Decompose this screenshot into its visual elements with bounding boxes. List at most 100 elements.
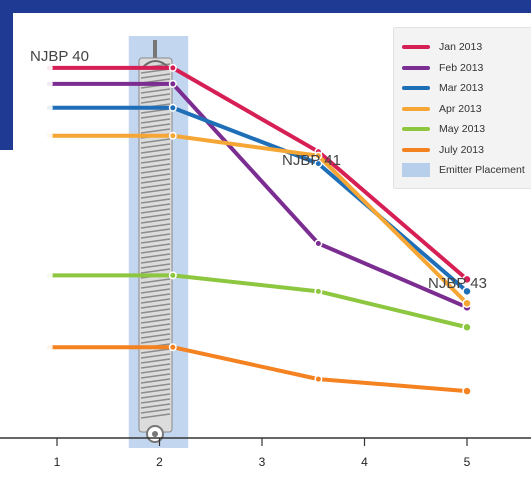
legend-label: Jan 2013	[439, 41, 483, 53]
emitter-coil-turn	[140, 288, 171, 294]
series-point-dot	[170, 81, 176, 87]
emitter-coil-turn	[140, 308, 171, 314]
series-line	[46, 133, 469, 306]
emitter-coil-turn	[140, 278, 171, 284]
emitter-coil-turn	[140, 233, 171, 239]
emitter-coil-turn	[140, 338, 171, 344]
emitter-coil-turn	[140, 313, 171, 319]
emitter-coil-turn	[140, 118, 171, 124]
legend-swatch	[402, 86, 430, 90]
emitter-coil-turn	[140, 98, 171, 104]
emitter-coil-turn	[140, 413, 171, 419]
lines-layer	[44, 63, 472, 396]
series-point-dot	[170, 65, 176, 71]
emitter-coil-turn	[140, 258, 171, 264]
series-point-dot	[170, 105, 176, 111]
emitter-coil-turn	[140, 148, 171, 154]
legend: Jan 2013 Feb 2013 Mar 2013 Apr 2013 May 2013…	[393, 27, 531, 189]
emitter-coil-turn	[140, 348, 171, 354]
series-point-dot	[170, 272, 176, 278]
emitter-coil-turn	[140, 283, 171, 289]
legend-item: Jan 2013	[402, 38, 482, 56]
emitter-coil-turn	[140, 173, 171, 179]
emitter-coil-turn	[140, 213, 171, 219]
emitter-coil-turn	[140, 253, 171, 259]
legend-label: July 2013	[439, 143, 484, 156]
series-point	[462, 322, 472, 332]
legend-label: Mar 2013	[439, 82, 484, 94]
series-point-dot	[315, 153, 321, 159]
series-point	[44, 131, 53, 140]
site-label: NJBP 41	[282, 152, 341, 169]
emitter-coil-turn	[140, 158, 171, 164]
emitter-coil-turn	[140, 168, 171, 174]
x-axis	[0, 437, 531, 446]
x-tick-label: 4	[361, 455, 368, 469]
series-line	[46, 65, 469, 282]
series-point	[462, 298, 472, 309]
emitter-coil-turn	[140, 403, 171, 409]
x-tick-label: 5	[463, 455, 471, 469]
series-point-dot	[170, 133, 176, 139]
emitter-coil-turn	[140, 228, 171, 234]
x-tick-label: 3	[258, 455, 266, 469]
legend-item: Emitter Placement	[402, 161, 525, 179]
emitter-coil-turn	[140, 193, 171, 199]
emitter-coil-turn	[140, 398, 171, 404]
emitter-coil-turn	[140, 223, 171, 229]
emitter-coil-turn	[140, 178, 171, 184]
emitter-coil-turn	[140, 143, 171, 149]
emitter-coil-turn	[140, 368, 171, 374]
emitter-coil-turn	[140, 198, 171, 204]
legend-item: Apr 2013	[402, 100, 482, 118]
emitter-coil-turn	[140, 268, 171, 274]
series-point	[462, 386, 472, 396]
emitter-coil-turn	[140, 113, 171, 119]
series-point	[44, 79, 53, 88]
series-line	[46, 81, 469, 310]
emitter-coil-turn	[140, 93, 171, 99]
emitter-coil-turn	[140, 333, 171, 339]
emitter-coil-turn	[140, 353, 171, 359]
emitter-coil-turn	[140, 298, 171, 304]
site-label: NJBP 43	[428, 275, 487, 292]
emitter-coil-turn	[140, 388, 171, 394]
emitter-coil-turn	[140, 393, 171, 399]
emitter-coil-turn	[140, 248, 171, 254]
emitter-coil-turn	[140, 163, 171, 169]
emitter-coil-turn	[140, 208, 171, 214]
legend-label: May 2013	[439, 123, 486, 135]
emitter-coil-turn	[140, 153, 171, 159]
legend-item: Mar 2013	[402, 79, 483, 97]
emitter-coil-turn	[140, 243, 171, 249]
emitter-coil-turn	[140, 188, 171, 194]
emitter-coil-turn	[140, 183, 171, 189]
emitter-coil-turn	[140, 303, 171, 309]
series-point-dot	[315, 240, 321, 246]
series-line	[46, 273, 469, 330]
emitter-coil-turn	[140, 318, 171, 324]
emitter-coil-turn	[140, 218, 171, 224]
legend-label: Emitter Placement	[439, 164, 525, 176]
series-point	[44, 271, 53, 280]
emitter-coil-turn	[140, 358, 171, 364]
emitter-coil-turn	[140, 73, 171, 79]
series-point-dot	[315, 161, 321, 167]
series-may-2013	[44, 271, 472, 332]
emitter-coil-turn	[140, 128, 171, 134]
series-point	[462, 274, 472, 285]
x-tick-label: 1	[53, 455, 61, 469]
legend-swatch	[402, 147, 430, 152]
frame-top-border	[0, 0, 531, 13]
emitter-coil-turn	[140, 408, 171, 414]
emitter-coil-turn	[140, 123, 171, 129]
series-line	[46, 345, 469, 394]
emitter-coil-turn	[140, 323, 171, 329]
legend-label: Apr 2013	[439, 102, 482, 115]
legend-swatch	[402, 127, 430, 131]
emitter-coil-turn	[140, 138, 171, 144]
emitter-coil-turn	[140, 203, 171, 209]
emitter-coil-turn	[140, 263, 171, 269]
legend-swatch	[402, 106, 430, 111]
